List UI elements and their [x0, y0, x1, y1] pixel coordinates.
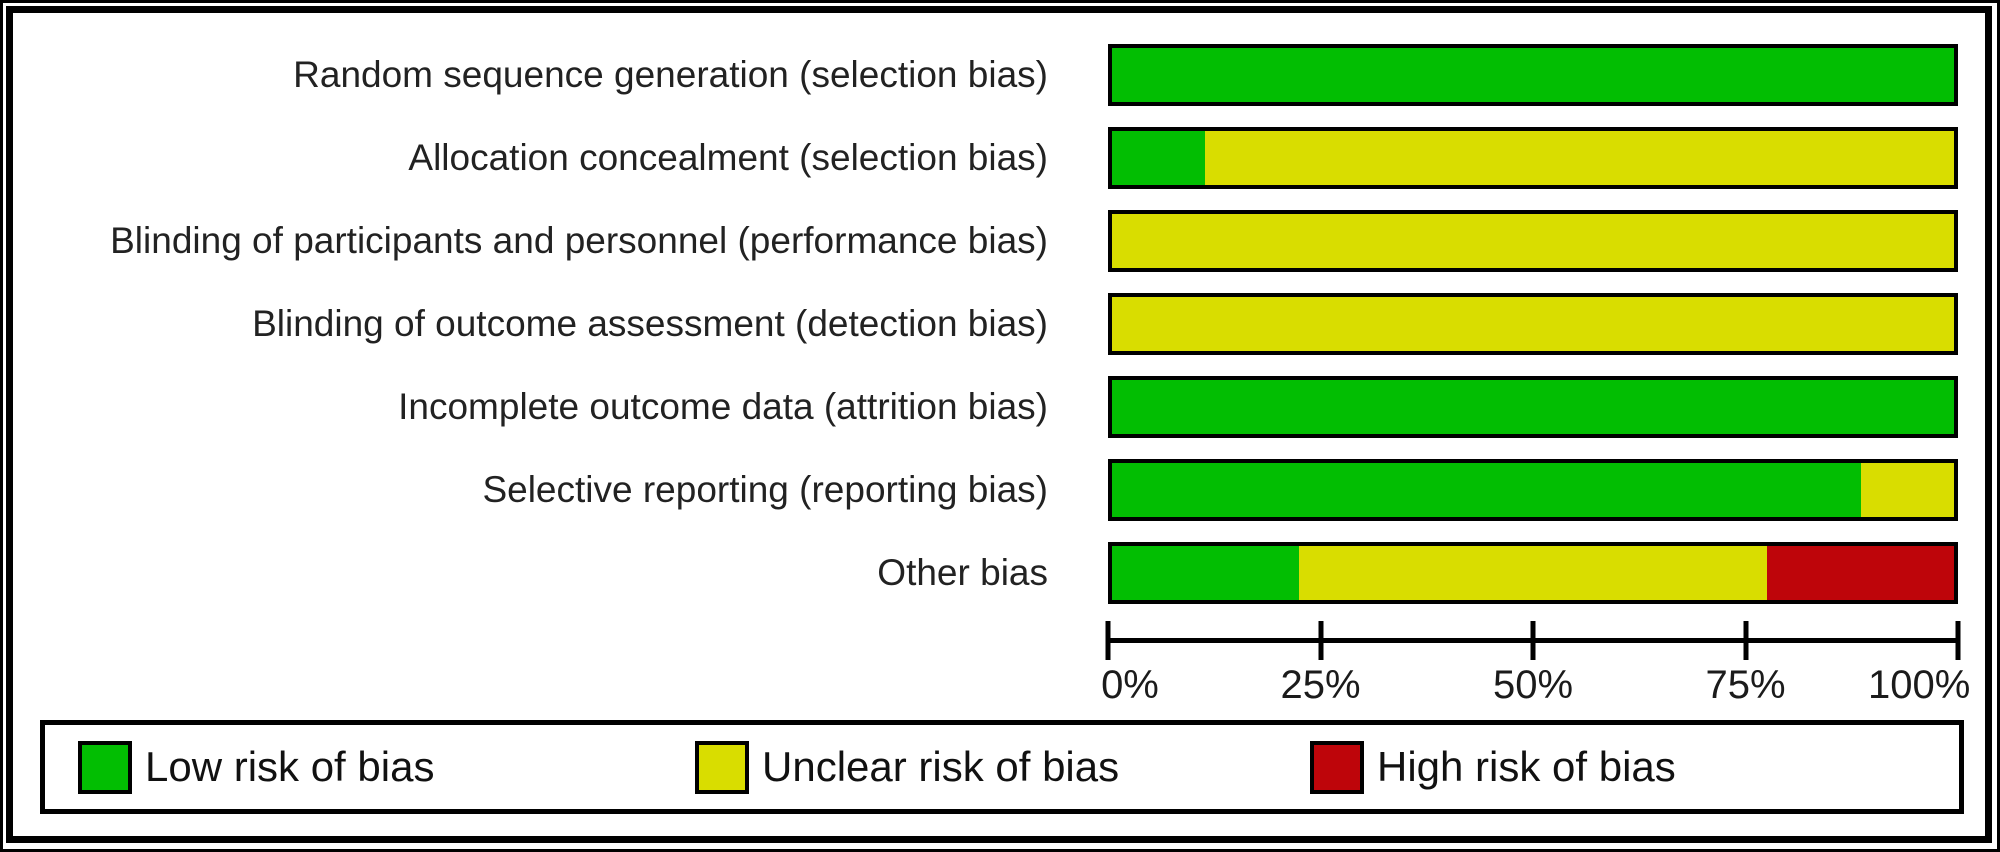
- bar-segment-unclear-risk-of-bias: [1112, 297, 1954, 351]
- stacked-bar: [1108, 210, 1958, 272]
- category-label: Blinding of participants and personnel (…: [110, 219, 1048, 261]
- x-axis-label-75: 75%: [1705, 663, 1786, 707]
- chart-row-allocation-concealment-selection-bias: Allocation concealment (selection bias): [0, 127, 2000, 189]
- chart-row-blinding-of-outcome-assessment-detection-bias: Blinding of outcome assessment (detectio…: [0, 293, 2000, 355]
- category-label: Random sequence generation (selection bi…: [293, 53, 1048, 95]
- chart-row-selective-reporting-reporting-bias: Selective reporting (reporting bias): [0, 459, 2000, 521]
- category-label: Other bias: [877, 551, 1048, 593]
- stacked-bar: [1108, 376, 1958, 438]
- legend-label: High risk of bias: [1377, 743, 1676, 790]
- x-axis-label-0: 0%: [1101, 663, 1159, 707]
- bar-segment-unclear-risk-of-bias: [1112, 214, 1954, 268]
- bar-segment-low-risk-of-bias: [1112, 131, 1206, 185]
- stacked-bar: [1108, 127, 1958, 189]
- x-axis-tick-50: [1530, 621, 1536, 660]
- bar-segment-unclear-risk-of-bias: [1860, 463, 1954, 517]
- category-label: Blinding of outcome assessment (detectio…: [252, 302, 1048, 344]
- chart-row-other-bias: Other bias: [0, 542, 2000, 604]
- x-axis-label-100: 100%: [1867, 663, 1971, 707]
- x-axis-tick-0: [1105, 621, 1111, 660]
- legend-item-low-risk-of-bias: Low risk of bias: [78, 725, 434, 809]
- bar-segment-low-risk-of-bias: [1112, 546, 1299, 600]
- bar-segment-low-risk-of-bias: [1112, 463, 1861, 517]
- stacked-bar: [1108, 44, 1958, 106]
- legend-item-unclear-risk-of-bias: Unclear risk of bias: [695, 725, 1119, 809]
- x-axis-label-50: 50%: [1492, 663, 1574, 707]
- bar-segment-unclear-risk-of-bias: [1298, 546, 1768, 600]
- legend-swatch-unclear-risk-of-bias: [695, 740, 749, 794]
- x-axis-tick-labels: 0% 25% 50% 75% 100%: [1101, 663, 1970, 709]
- bars-area: Random sequence generation (selection bi…: [0, 44, 2000, 625]
- bar-segment-unclear-risk-of-bias: [1205, 131, 1954, 185]
- x-axis-label-25: 25%: [1280, 663, 1361, 707]
- x-axis-tick-25: [1318, 621, 1323, 660]
- bar-segment-low-risk-of-bias: [1112, 48, 1954, 102]
- legend-swatch-low-risk-of-bias: [78, 740, 132, 794]
- bar-segment-high-risk-of-bias: [1767, 546, 1954, 600]
- chart-row-incomplete-outcome-data-attrition-bias: Incomplete outcome data (attrition bias): [0, 376, 2000, 438]
- stacked-bar: [1108, 459, 1958, 521]
- category-label: Allocation concealment (selection bias): [408, 136, 1048, 178]
- x-axis-tick-75: [1743, 621, 1748, 660]
- legend-item-high-risk-of-bias: High risk of bias: [1310, 725, 1676, 809]
- legend-label: Unclear risk of bias: [762, 743, 1120, 790]
- legend: Low risk of bias Unclear risk of bias High…: [40, 720, 1964, 814]
- x-axis-tick-100: [1955, 621, 1961, 660]
- bar-segment-low-risk-of-bias: [1112, 380, 1954, 434]
- legend-swatch-high-risk-of-bias: [1310, 740, 1364, 794]
- stacked-bar: [1108, 542, 1958, 604]
- category-label: Incomplete outcome data (attrition bias): [398, 385, 1048, 427]
- category-label: Selective reporting (reporting bias): [482, 468, 1048, 510]
- x-axis: [1105, 621, 1961, 661]
- stacked-bar: [1108, 293, 1958, 355]
- chart-row-blinding-of-participants-and-personnel-performance-bias: Blinding of participants and personnel (…: [0, 210, 2000, 272]
- chart-row-random-sequence-generation-selection-bias: Random sequence generation (selection bi…: [0, 44, 2000, 106]
- legend-label: Low risk of bias: [145, 743, 435, 790]
